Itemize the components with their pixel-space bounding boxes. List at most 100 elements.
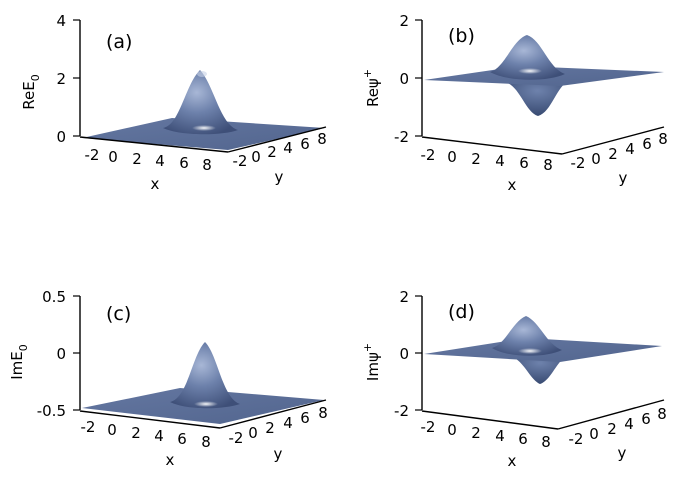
surface — [424, 35, 664, 116]
x-tick-label: 0 — [447, 421, 457, 439]
panel-label: (a) — [106, 31, 132, 53]
z-axis-label: Reψ+ — [361, 69, 382, 107]
panel-label: (d) — [448, 301, 475, 323]
peak — [492, 316, 562, 356]
x-tick-label: 0 — [108, 148, 118, 166]
y-axis: -2 0 2 4 6 8 y — [561, 126, 668, 187]
z-tick-label: 0 — [56, 128, 66, 146]
y-tick-label: 6 — [300, 409, 310, 427]
y-tick-label: 8 — [317, 130, 327, 148]
peak-glint — [194, 401, 218, 407]
x-tick-label: 2 — [131, 424, 141, 442]
peak-glint — [518, 68, 542, 74]
y-tick-label: 0 — [251, 148, 261, 166]
z-tick-label: 0 — [399, 70, 409, 88]
y-tick-label: 2 — [265, 419, 275, 437]
y-tick-label: -2 — [233, 152, 248, 170]
y-tick-label: 8 — [658, 130, 668, 148]
x-tick-label: 6 — [518, 430, 528, 448]
x-tick-label: 2 — [471, 150, 481, 168]
x-tick-label: 0 — [447, 148, 457, 166]
peak — [490, 35, 565, 80]
y-axis-label: y — [618, 444, 627, 462]
x-tick-label: 8 — [202, 156, 212, 174]
surface — [82, 70, 325, 150]
z-tick-label: 0 — [56, 345, 66, 363]
y-tick-label: 6 — [641, 410, 651, 428]
x-axis-label: x — [166, 451, 175, 469]
y-tick-label: -2 — [569, 430, 584, 448]
y-tick-label: 0 — [248, 424, 258, 442]
top-glint — [197, 71, 207, 77]
y-tick-label: 6 — [642, 135, 652, 153]
x-tick-label: 2 — [132, 150, 142, 168]
surface — [424, 316, 662, 384]
z-tick-label: -0.5 — [37, 402, 66, 420]
x-tick-label: 4 — [155, 152, 165, 170]
x-tick-label: 6 — [177, 430, 187, 448]
z-axis: 2 0 -2 Imψ+ — [361, 288, 423, 420]
z-tick-label: 2 — [399, 12, 409, 30]
z-tick-label: -2 — [394, 402, 409, 420]
y-tick-label: 4 — [283, 139, 293, 157]
x-axis: -2 0 2 4 6 8 x — [79, 410, 221, 469]
x-tick-label: 6 — [519, 154, 529, 172]
y-tick-label: 2 — [607, 420, 617, 438]
z-axis-label: Imψ+ — [361, 343, 382, 381]
surface — [82, 342, 324, 424]
x-axis: -2 0 2 4 6 8 x — [79, 136, 229, 193]
x-tick-label: 4 — [495, 427, 505, 445]
z-tick-label: -2 — [394, 128, 409, 146]
panel-c: 0.5 0 -0.5 ImE0 -2 0 2 4 6 8 x — [8, 288, 328, 469]
y-axis: -2 0 2 4 6 8 y — [219, 399, 328, 463]
z-tick-label: 0 — [399, 345, 409, 363]
panel-label: (c) — [106, 303, 131, 325]
peak — [170, 342, 240, 409]
x-tick-label: 8 — [543, 156, 553, 174]
x-tick-label: 0 — [107, 421, 117, 439]
peak — [163, 70, 238, 135]
y-tick-label: 4 — [283, 414, 293, 432]
y-tick-label: 8 — [657, 405, 667, 423]
y-tick-label: -2 — [229, 429, 244, 447]
peak-glint — [192, 125, 216, 131]
panel-label: (b) — [448, 25, 475, 47]
z-axis: 2 0 -2 Reψ+ — [361, 12, 423, 146]
z-axis-label: ImE0 — [8, 344, 30, 380]
y-axis-label: y — [274, 445, 283, 463]
x-axis: -2 0 2 4 6 8 x — [421, 410, 559, 470]
x-tick-label: -2 — [421, 146, 436, 164]
y-tick-label: 2 — [608, 145, 618, 163]
y-tick-label: 4 — [625, 140, 635, 158]
panel-d: 2 0 -2 Imψ+ -2 0 2 4 6 8 x — [361, 288, 667, 470]
x-tick-label: 4 — [495, 152, 505, 170]
x-axis-label: x — [508, 452, 517, 470]
x-axis-label: x — [508, 176, 517, 194]
z-axis: 4 2 0 ReE0 — [20, 12, 81, 146]
y-axis: -2 0 2 4 6 8 y — [557, 399, 667, 462]
y-tick-label: 0 — [591, 150, 601, 168]
y-tick-label: -2 — [571, 154, 586, 172]
panel-a: 4 2 0 ReE0 -2 0 2 4 6 8 x — [20, 12, 327, 193]
x-tick-label: 8 — [201, 433, 211, 451]
x-tick-label: -2 — [85, 146, 100, 164]
x-tick-label: 6 — [179, 154, 189, 172]
z-axis: 0.5 0 -0.5 ImE0 — [8, 288, 81, 420]
y-tick-label: 4 — [624, 415, 634, 433]
z-tick-label: 4 — [56, 12, 66, 30]
y-tick-label: 6 — [300, 135, 310, 153]
x-axis: -2 0 2 4 6 8 x — [421, 136, 563, 194]
y-tick-label: 0 — [589, 425, 599, 443]
panel-b: 2 0 -2 Reψ+ -2 0 2 4 6 8 x — [361, 12, 668, 194]
trough — [505, 80, 570, 116]
x-axis-label: x — [151, 175, 160, 193]
x-tick-label: 2 — [471, 424, 481, 442]
z-tick-label: 2 — [399, 288, 409, 306]
z-tick-label: 2 — [56, 70, 66, 88]
y-axis-label: y — [275, 168, 284, 186]
peak-glint — [518, 348, 542, 354]
y-tick-label: 8 — [318, 404, 328, 422]
z-axis-label: ReE0 — [20, 74, 42, 109]
